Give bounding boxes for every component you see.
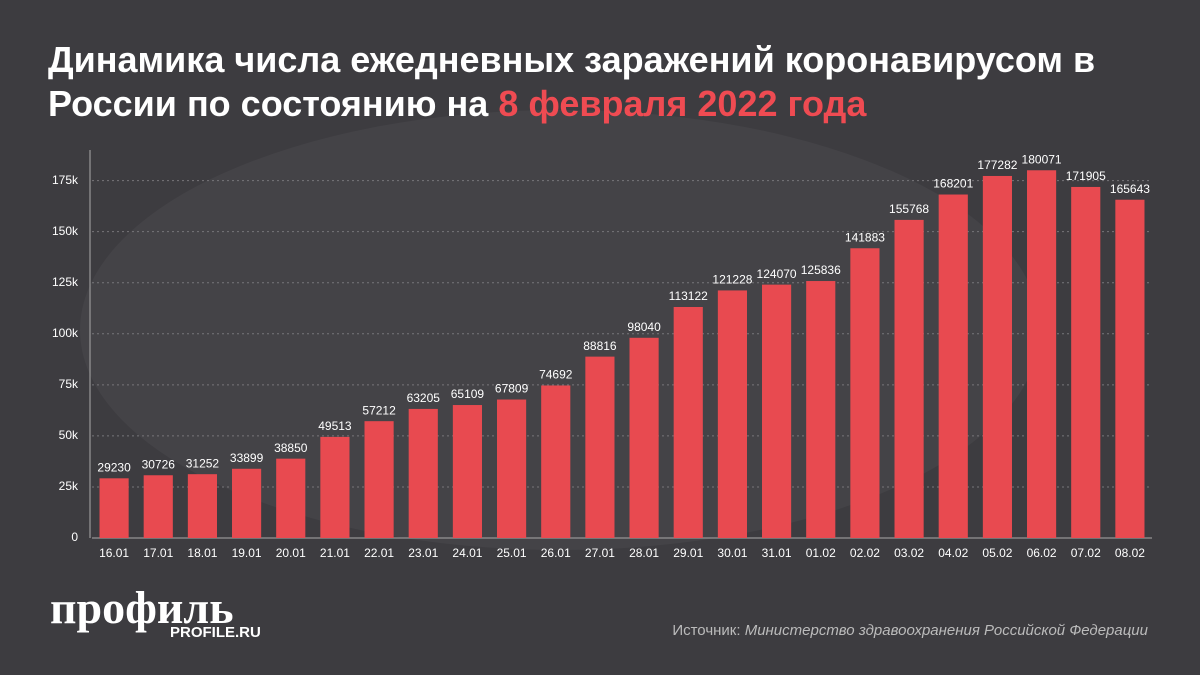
value-label: 57212 [362, 403, 396, 417]
bar [673, 306, 703, 538]
bar [187, 474, 217, 538]
y-tick-label: 175k [52, 173, 79, 187]
value-label: 177282 [977, 158, 1017, 172]
x-tick-label: 31.01 [762, 546, 792, 560]
source-label: Источник: [672, 622, 741, 639]
logo: профиль [50, 582, 234, 633]
x-tick-label: 16.01 [99, 546, 129, 560]
bar [541, 385, 571, 538]
x-tick-label: 17.01 [143, 546, 173, 560]
x-tick-label: 07.02 [1071, 546, 1101, 560]
bar [629, 337, 659, 538]
x-tick-label: 06.02 [1027, 546, 1057, 560]
x-tick-label: 03.02 [894, 546, 924, 560]
logo-site: PROFILE.RU [170, 624, 261, 641]
bar [232, 468, 262, 538]
bar [276, 458, 306, 538]
value-label: 168201 [933, 177, 973, 191]
value-label: 38850 [274, 441, 308, 455]
bar [1027, 170, 1057, 538]
bar [143, 475, 173, 538]
title-text: Динамика числа ежедневных заражений коро… [48, 39, 1096, 124]
bar [982, 175, 1012, 538]
value-label: 155768 [889, 202, 929, 216]
y-tick-label: 150k [52, 224, 79, 238]
value-label: 31252 [186, 456, 220, 470]
x-tick-label: 04.02 [938, 546, 968, 560]
value-label: 180071 [1022, 152, 1062, 166]
y-tick-label: 100k [52, 326, 79, 340]
value-label: 88816 [583, 339, 617, 353]
bar [717, 290, 747, 538]
bar [364, 421, 394, 538]
bar [408, 408, 438, 538]
x-tick-label: 25.01 [497, 546, 527, 560]
value-label: 63205 [407, 391, 441, 405]
chart-title: Динамика числа ежедневных заражений коро… [48, 38, 1158, 126]
x-tick-label: 19.01 [232, 546, 262, 560]
value-label: 171905 [1066, 169, 1106, 183]
source: Источник: Министерство здравоохранения Р… [672, 622, 1148, 639]
x-tick-label: 24.01 [452, 546, 482, 560]
value-label: 141883 [845, 230, 885, 244]
bar [850, 248, 880, 538]
x-tick-label: 21.01 [320, 546, 350, 560]
value-label: 124070 [757, 267, 797, 281]
x-tick-label: 08.02 [1115, 546, 1145, 560]
x-tick-label: 05.02 [982, 546, 1012, 560]
value-label: 67809 [495, 382, 529, 396]
x-tick-label: 28.01 [629, 546, 659, 560]
y-tick-label: 0 [71, 530, 78, 544]
x-tick-label: 02.02 [850, 546, 880, 560]
map-background [80, 110, 1040, 550]
x-tick-label: 27.01 [585, 546, 615, 560]
value-label: 29230 [97, 460, 131, 474]
bar [99, 478, 129, 538]
bar [1115, 199, 1145, 538]
x-tick-label: 23.01 [408, 546, 438, 560]
bar [320, 436, 350, 538]
value-label: 113122 [669, 289, 708, 303]
x-tick-label: 18.01 [187, 546, 217, 560]
value-label: 125836 [801, 263, 841, 277]
y-tick-label: 50k [59, 428, 79, 442]
y-tick-label: 125k [52, 275, 79, 289]
value-label: 121228 [712, 273, 752, 287]
value-label: 30726 [142, 457, 176, 471]
value-label: 98040 [627, 320, 661, 334]
source-text: Министерство здравоохранения Российской … [744, 622, 1148, 639]
value-label: 74692 [539, 368, 573, 382]
x-tick-label: 01.02 [806, 546, 836, 560]
y-tick-label: 75k [59, 377, 79, 391]
x-tick-label: 30.01 [717, 546, 747, 560]
bar [894, 219, 924, 539]
x-tick-label: 26.01 [541, 546, 571, 560]
bar [762, 284, 792, 538]
bar [585, 356, 615, 538]
x-tick-label: 22.01 [364, 546, 394, 560]
x-tick-label: 20.01 [276, 546, 306, 560]
title-highlight: 8 февраля 2022 года [498, 83, 867, 124]
bar [938, 194, 968, 538]
value-label: 65109 [451, 387, 485, 401]
bar [497, 399, 527, 538]
bar [806, 281, 836, 538]
value-label: 49513 [318, 419, 352, 433]
x-tick-label: 29.01 [673, 546, 703, 560]
value-label: 33899 [230, 451, 264, 465]
bar [1071, 186, 1101, 538]
y-tick-label: 25k [59, 479, 79, 493]
bar [452, 405, 482, 538]
value-label: 165643 [1110, 182, 1150, 196]
